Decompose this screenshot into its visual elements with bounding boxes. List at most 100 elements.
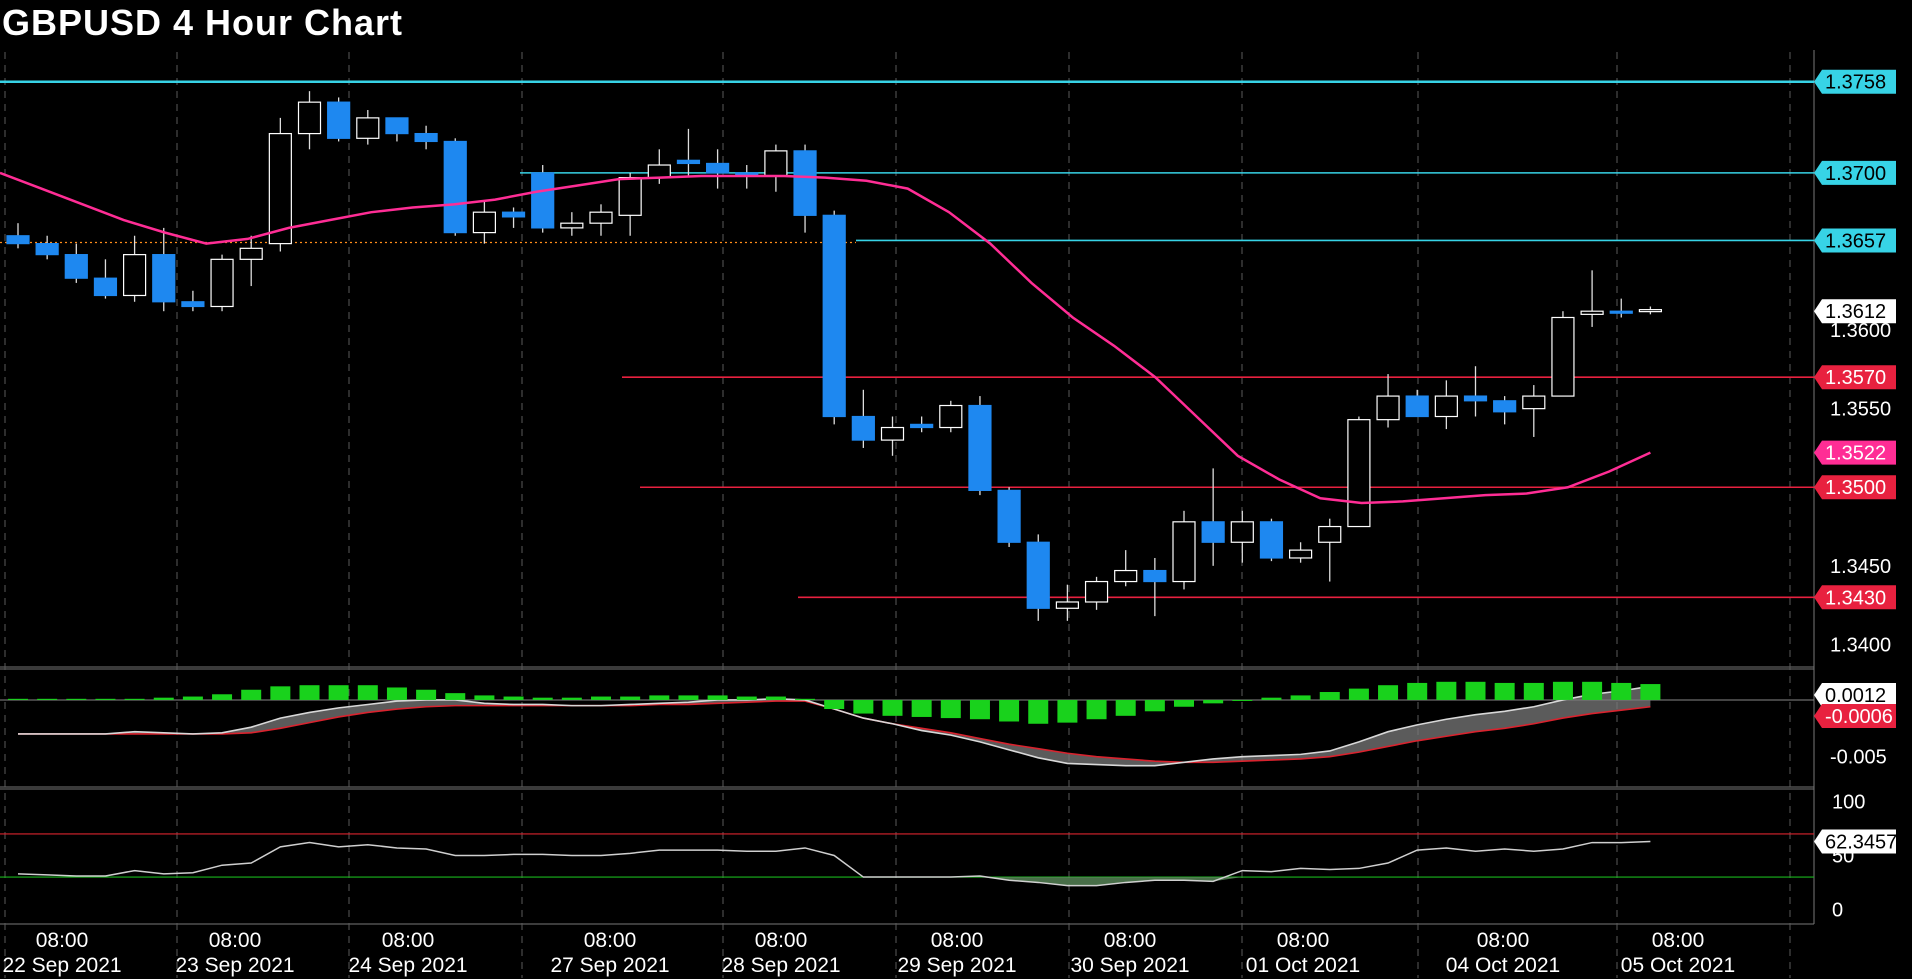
macd-histogram-bar (182, 696, 203, 700)
level-resistance-label: 1.3657 (1825, 230, 1886, 252)
x-tick-time: 08:00 (1652, 929, 1705, 952)
macd-histogram-bar (649, 695, 670, 700)
candle-body (64, 254, 88, 279)
macd-histogram-bar (299, 685, 320, 700)
macd-histogram-bar (1086, 699, 1107, 720)
chart-title: GBPUSD 4 Hour Chart (2, 2, 404, 43)
macd-histogram-bar (1582, 681, 1603, 700)
candle-body (647, 164, 671, 179)
macd-histogram-bar (678, 695, 699, 700)
signal-value-label: -0.0006 (1825, 706, 1893, 728)
candle-body (181, 301, 205, 308)
macd-signal-fill (18, 686, 1651, 766)
macd-histogram-bar (1028, 699, 1049, 724)
candle-body (1318, 525, 1342, 543)
candle-body (268, 132, 292, 245)
candle-body (1026, 541, 1050, 609)
candle-body (764, 150, 788, 177)
macd-histogram-bar (1436, 681, 1457, 700)
x-tick-date: 04 Oct 2021 (1446, 954, 1560, 977)
x-tick-time: 08:00 (382, 929, 435, 952)
macd-histogram-bar (445, 693, 466, 700)
candle-body (1434, 395, 1458, 418)
candle-body (35, 243, 59, 256)
level-last-badge (1814, 299, 1896, 324)
candle-body (939, 404, 963, 429)
macd-histogram-bar (1523, 682, 1544, 700)
x-tick-time: 08:00 (584, 929, 637, 952)
macd-value-label: 0.0012 (1825, 685, 1886, 707)
candle-body (560, 222, 584, 229)
candle-body (1580, 310, 1604, 315)
macd-histogram-bar (1378, 685, 1399, 700)
panel-divider-macd-rsi (0, 786, 1814, 790)
candle-body (880, 426, 905, 441)
panel-divider-price-macd (0, 666, 1814, 670)
candle-body (1463, 395, 1488, 402)
candle-body (1638, 309, 1663, 313)
macd-histogram-bar (940, 699, 961, 719)
macd-histogram-bar (707, 695, 728, 700)
macd-histogram-bar (591, 696, 611, 700)
macd-histogram-bar (1348, 688, 1369, 700)
macd-histogram-bar (969, 699, 990, 720)
macd-histogram-bar (1640, 684, 1661, 700)
candle-body (1288, 549, 1313, 559)
x-tick-date: 05 Oct 2021 (1621, 954, 1735, 977)
macd-histogram-bar (153, 697, 174, 700)
candle-body (414, 132, 438, 143)
candle-body (1376, 395, 1400, 421)
macd-histogram-bar (561, 697, 582, 700)
candle-body (676, 159, 701, 165)
macd-histogram-bar (1232, 699, 1253, 701)
candle-body (1084, 580, 1109, 603)
macd-histogram-bar (95, 698, 116, 700)
level-ma-label: 1.3522 (1825, 443, 1886, 465)
level-resistance-badge (1814, 228, 1896, 253)
macd-histogram-bar (212, 694, 233, 700)
macd-histogram-bar (37, 698, 58, 700)
macd-histogram-bar (1290, 695, 1311, 700)
macd-histogram-bar (503, 696, 524, 700)
x-tick-date: 23 Sep 2021 (175, 954, 294, 977)
candle-body (531, 172, 555, 229)
macd-histogram-bar (124, 698, 145, 700)
macd-histogram-bar (8, 698, 28, 700)
macd-histogram-bar (1115, 699, 1136, 716)
macd-histogram-bar (999, 699, 1020, 722)
rsi-value-badge (1814, 829, 1896, 854)
macd-histogram-bar (357, 685, 378, 700)
candle-body (1143, 569, 1167, 583)
level-resistance-label: 1.3700 (1825, 163, 1886, 185)
level-support-badge (1814, 365, 1896, 390)
candle-body (6, 235, 30, 245)
macd-histogram-bar (736, 696, 757, 700)
macd-histogram-bar (1261, 697, 1282, 700)
candle-body (851, 415, 875, 441)
candle-body (297, 101, 322, 135)
macd-histogram-bar (416, 689, 437, 700)
moving-average-line (0, 171, 1651, 505)
level-support-label: 1.3430 (1825, 587, 1886, 609)
signal-value-badge (1814, 703, 1896, 728)
macd-histogram-bar (1203, 699, 1224, 704)
candle-body (327, 101, 351, 139)
rsi-value-label: 62.3457 (1825, 831, 1897, 853)
x-tick-time: 08:00 (755, 929, 808, 952)
x-tick-date: 27 Sep 2021 (550, 954, 669, 977)
candle-body (1114, 569, 1138, 583)
candle-body (356, 117, 380, 139)
macd-value-badge (1814, 682, 1896, 707)
x-tick-time: 08:00 (931, 929, 984, 952)
macd-histogram-bar (1465, 681, 1486, 700)
macd-histogram-bar (1552, 681, 1573, 700)
x-tick-time: 08:00 (1104, 929, 1157, 952)
macd-histogram-bar (532, 697, 553, 700)
candle-body (1493, 400, 1517, 413)
x-tick-time: 08:00 (209, 929, 262, 952)
candle-body (501, 211, 526, 218)
macd-histogram-bar (66, 698, 87, 700)
candle-body (152, 254, 176, 303)
macd-histogram-bar (911, 699, 932, 717)
